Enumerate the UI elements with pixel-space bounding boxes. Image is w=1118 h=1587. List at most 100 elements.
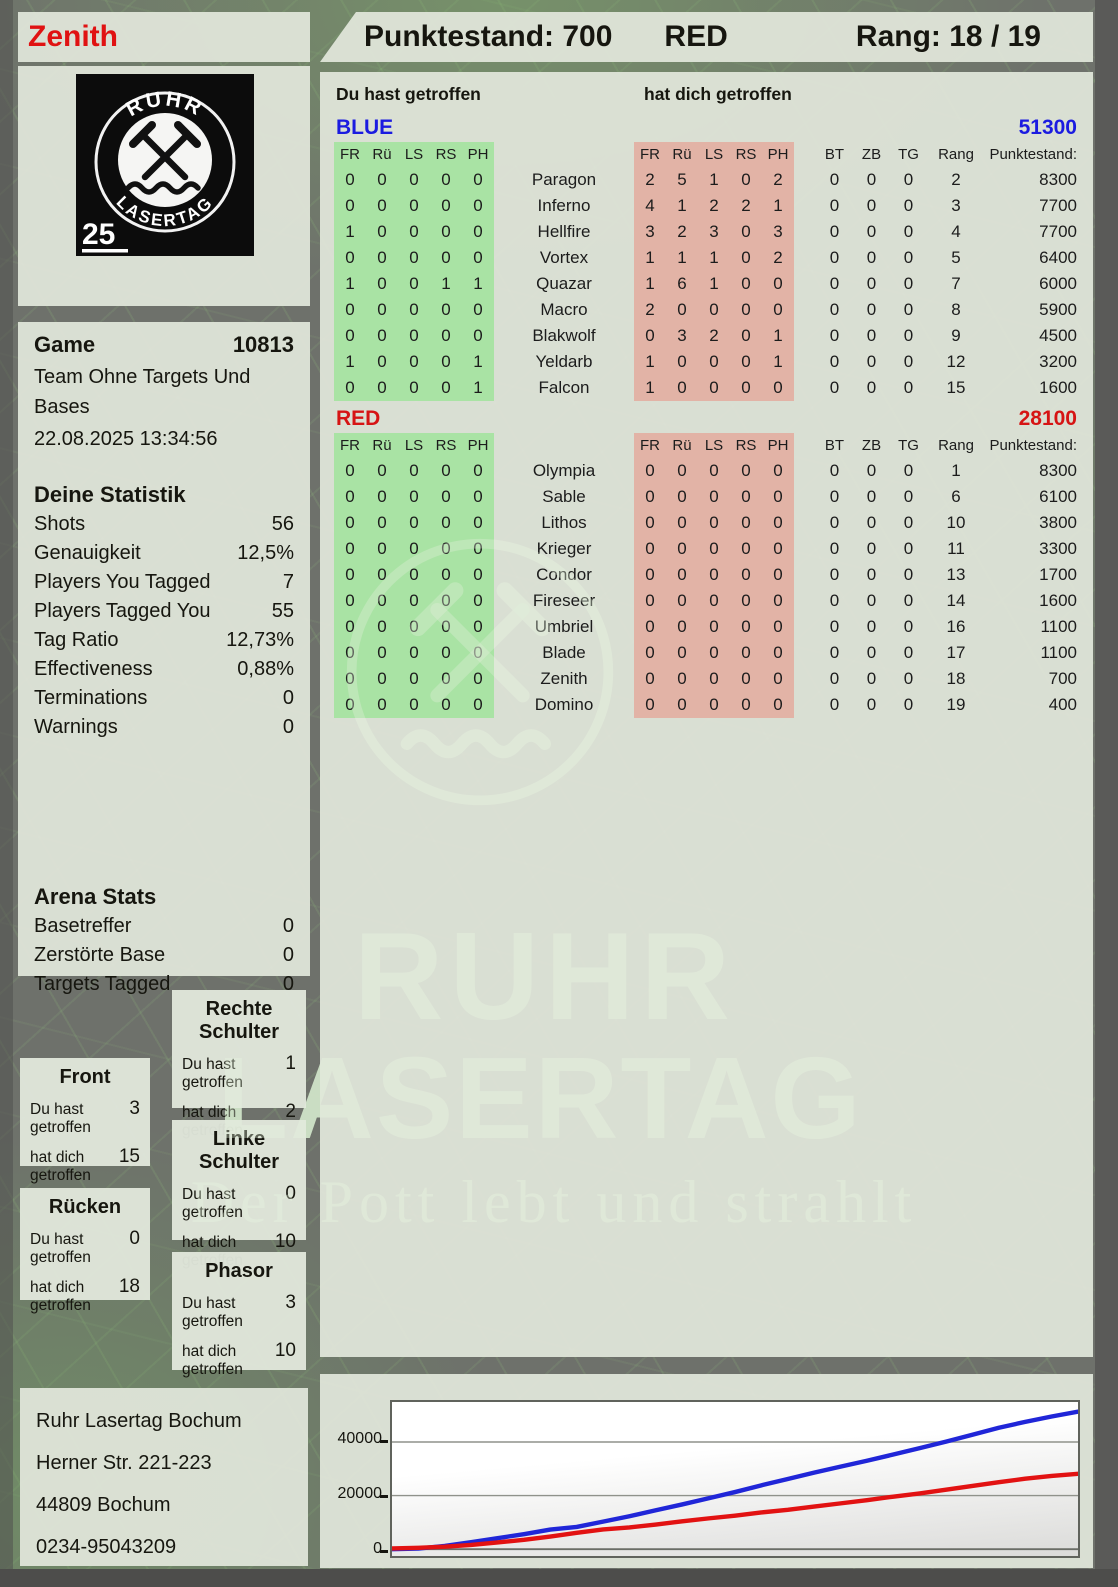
hitbox-title: Rechte Schulter [198,998,280,1043]
table-row: 0 0 0 0 0 Fireseer 0 0 0 0 0 0 0 0 14 1600 [334,588,1079,614]
you-hit-cell: 0 [377,643,387,662]
them-hit-cell: 3 [773,222,783,241]
team-red-name: RED [336,407,381,430]
them-hit-value: 15 [118,1146,140,1167]
team-name: RED [664,20,728,53]
them-hit-cell: 0 [741,487,751,506]
you-hit-cell: 0 [441,591,451,610]
them-hit-cell: 0 [741,617,751,636]
you-hit-cell: 0 [409,695,419,714]
you-hit-cell: 0 [377,378,387,397]
you-hit-cell: 0 [473,487,483,506]
arena-cell: 0 [829,170,840,189]
you-hit-cell: 0 [345,248,355,267]
them-hit-value: 10 [274,1231,296,1252]
table-row: 1 0 0 0 0 Hellfire 3 2 3 0 3 0 0 0 4 7700 [334,219,1079,245]
them-hit-cell: 0 [741,274,751,293]
you-hit-cell: 0 [345,170,355,189]
you-hit-cell: 0 [409,170,419,189]
arena-cell: 0 [866,617,877,636]
hitbox-phasor: Phasor Du hast getroffen 3 hat dich getroff… [172,1252,306,1378]
you-hit-cell: 0 [409,300,419,319]
them-hit-cell: 0 [741,248,751,267]
you-hit-cell: 0 [409,352,419,371]
you-hit-cell: 0 [441,513,451,532]
them-hit-cell: 0 [773,695,783,714]
arena-cell: 0 [829,378,840,397]
you-hit-cell: 0 [345,513,355,532]
you-hit-cell: 0 [377,461,387,480]
address-line: 0234-95043209 [36,1536,177,1558]
you-hit-cell: 1 [441,274,451,293]
them-hit-value: 18 [118,1276,140,1297]
you-hit-cell: 0 [473,695,483,714]
you-hit-label: Du hast getroffen [182,1056,243,1091]
score-cell: 400 [1048,695,1077,714]
them-hit-cell: 0 [645,643,655,662]
rank-cell: 12 [946,352,966,371]
logo-badge: 25 [82,218,115,251]
rank-cell: 11 [947,539,965,558]
them-hit-cell: 0 [709,513,719,532]
table-row: 0 0 0 0 0 Sable 0 0 0 0 0 0 0 0 6 6100 [334,484,1079,510]
address-line: 44809 Bochum [36,1494,171,1516]
col-header: Punktestand: [989,146,1077,163]
score-cell: 7700 [1039,196,1077,215]
you-hit-cell: 0 [409,565,419,584]
them-hit-cell: 3 [677,326,687,345]
them-hit-cell: 0 [709,565,719,584]
you-hit-cell: 0 [409,222,419,241]
you-hit-cell: 0 [377,300,387,319]
stat-label: Basetreffer [34,915,132,937]
you-hit-cell: 0 [441,352,451,371]
you-hit-cell: 0 [377,196,387,215]
rank-cell: 18 [946,669,966,688]
you-hit-cell: 0 [377,513,387,532]
team-red-header: RED 28100 [336,407,1077,431]
you-hit-cell: 0 [409,669,419,688]
you-hit-cell: 0 [409,487,419,506]
you-hit-value: 1 [285,1053,296,1074]
game-datetime: 22.08.2025 13:34:56 [34,428,218,450]
table-header-row: FR Rü LS RS PH FR Rü LS RS PH BT ZB TG Rang Punktestan… [334,142,1079,167]
arena-cell: 0 [829,196,840,215]
them-hit-cell: 1 [773,196,783,215]
stat-label: Shots [34,513,86,535]
page-frame-right [1095,0,1118,1587]
them-hit-cell: 0 [773,617,783,636]
arena-cell: 0 [829,669,840,688]
you-hit-cell: 0 [377,695,387,714]
them-hit-cell: 0 [645,326,655,345]
y-axis-tick-mark [380,1550,388,1553]
arena-cell: 0 [829,222,840,241]
rank-cell: 5 [951,248,961,267]
col-header: PH [467,146,489,163]
page-frame-left [0,0,13,1587]
you-hit-cell: 0 [409,196,419,215]
them-hit-cell: 1 [645,378,655,397]
player-name-cell: Quazar [536,274,592,293]
player-name-cell: Domino [534,695,594,714]
hitbox-title: Rücken [48,1196,122,1218]
them-hit-cell: 0 [645,539,655,558]
rank-cell: 4 [951,222,961,241]
score-cell: 7700 [1039,222,1077,241]
stats-panel: Game 10813 Team Ohne Targets Und Bases 2… [18,322,310,995]
them-hit-cell: 0 [677,539,687,558]
them-hit-cell: 2 [741,196,751,215]
stat-label: Warnings [34,716,118,738]
them-hit-cell: 0 [741,378,751,397]
them-hit-cell: 0 [709,617,719,636]
team-red-total: 28100 [1018,407,1077,430]
arena-cell: 0 [866,487,877,506]
you-hit-cell: 0 [441,196,451,215]
stat-label: Zerstörte Base [34,944,166,966]
you-hit-cell: 0 [409,539,419,558]
player-name-cell: Condor [536,565,592,584]
score-cell: 5900 [1039,300,1077,319]
col-header: ZB [861,146,882,163]
col-header: Rü [672,146,692,163]
them-hit-label: hat dich getroffen [30,1279,91,1314]
them-hit-cell: 1 [645,352,655,371]
stat-value: 0 [282,687,294,709]
